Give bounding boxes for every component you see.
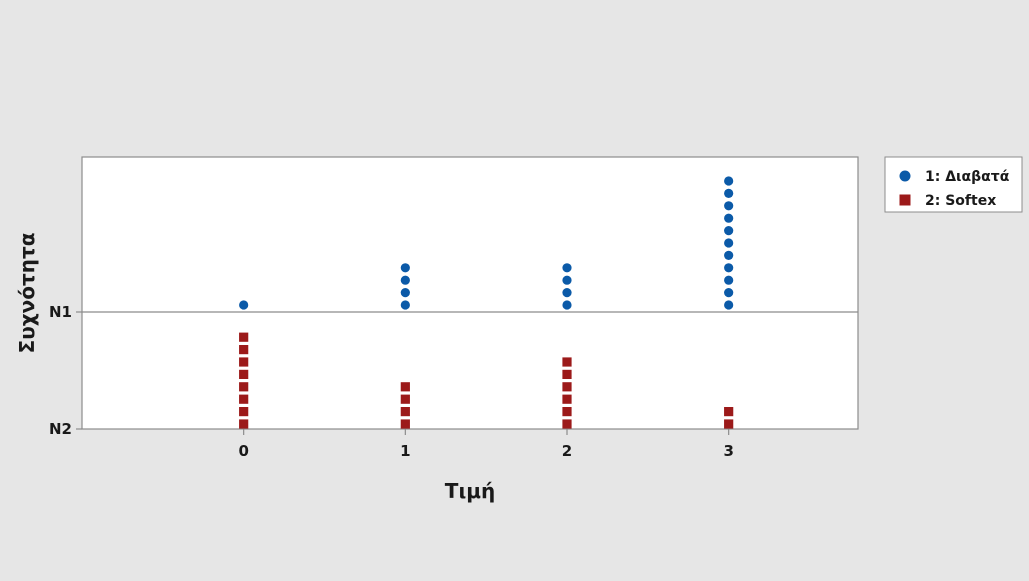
dot-mark (562, 288, 572, 298)
dot-mark (562, 382, 572, 392)
dot-mark (562, 419, 572, 429)
dot-mark (724, 407, 734, 417)
dot-mark (724, 300, 734, 310)
dot-mark (239, 382, 249, 392)
x-axis: 0 1 2 3 (238, 429, 734, 460)
x-tick-label: 1 (400, 442, 410, 460)
dot-mark (400, 394, 410, 404)
x-tick-label: 2 (562, 442, 572, 460)
dot-mark (400, 382, 410, 392)
dot-mark (724, 250, 734, 260)
dot-mark (400, 407, 410, 417)
dot-mark (724, 288, 734, 298)
dot-mark (239, 300, 249, 310)
legend-swatch (899, 170, 911, 182)
data-marks (239, 176, 734, 429)
dot-mark (562, 394, 572, 404)
legend-swatch (899, 194, 911, 206)
dot-mark (400, 288, 410, 298)
dot-mark (562, 369, 572, 379)
y-axis: N1 N2 (49, 303, 82, 438)
dot-mark (400, 275, 410, 285)
dot-mark (239, 394, 249, 404)
y-tick-label: N1 (49, 303, 72, 321)
dot-mark (724, 201, 734, 211)
x-axis-title: Τιμή (445, 479, 495, 503)
dot-mark (400, 419, 410, 429)
dot-mark (562, 275, 572, 285)
y-axis-title: Συχνότητα (15, 233, 39, 354)
dot-mark (400, 263, 410, 273)
dot-mark (724, 176, 734, 186)
dot-mark (724, 238, 734, 248)
dot-mark (724, 226, 734, 236)
dot-mark (239, 357, 249, 367)
dot-mark (562, 300, 572, 310)
dot-mark (562, 357, 572, 367)
dot-mark (239, 407, 249, 417)
dot-mark (239, 369, 249, 379)
x-tick-label: 0 (238, 442, 248, 460)
legend-label: 2: Softex (925, 193, 996, 209)
dot-mark (239, 419, 249, 429)
legend-label: 1: Διαβατά (925, 169, 1010, 185)
dot-mark (724, 188, 734, 198)
dot-mark (239, 332, 249, 342)
plot-area (81, 156, 859, 430)
dot-mark (724, 419, 734, 429)
dot-mark (724, 213, 734, 223)
dot-mark (724, 263, 734, 273)
x-tick-label: 3 (723, 442, 733, 460)
dot-mark (239, 345, 249, 355)
legend: 1: Διαβατά 2: Softex (884, 156, 1023, 213)
dot-mark (724, 275, 734, 285)
dot-mark (562, 263, 572, 273)
dot-mark (562, 407, 572, 417)
dot-mark (400, 300, 410, 310)
y-tick-label: N2 (49, 420, 72, 438)
